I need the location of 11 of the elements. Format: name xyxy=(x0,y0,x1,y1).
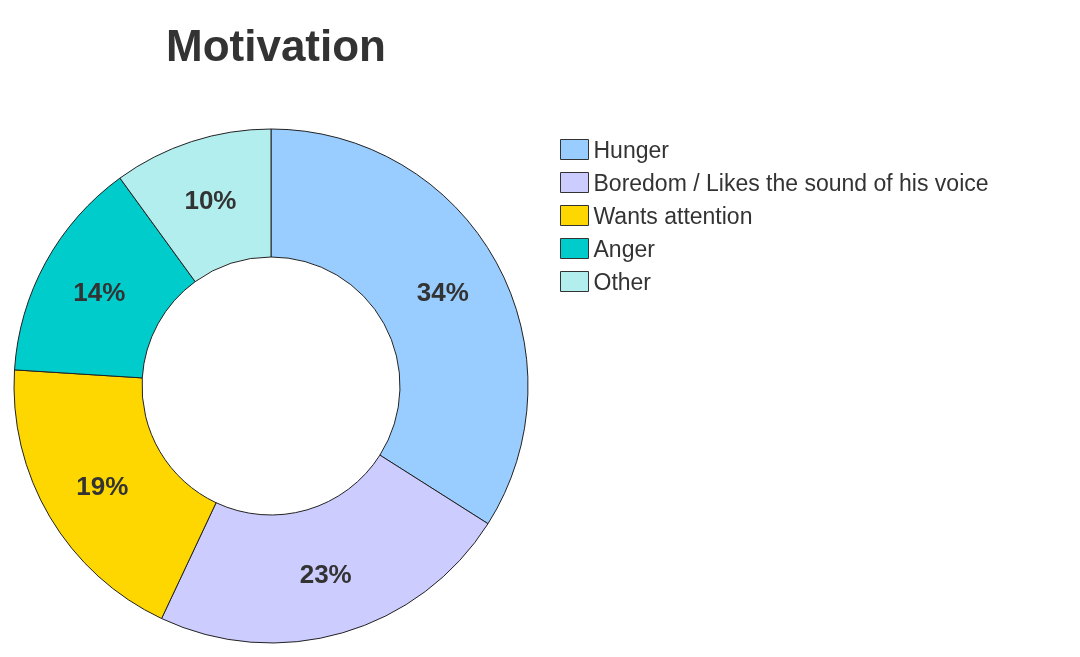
legend-label: Hunger xyxy=(593,136,670,163)
legend-label: Other xyxy=(593,268,652,295)
data-label: 10% xyxy=(184,184,237,215)
chart-title: Motivation xyxy=(166,20,386,70)
data-label: 23% xyxy=(299,559,352,590)
data-label: 34% xyxy=(416,276,469,307)
data-label: 14% xyxy=(73,276,126,307)
legend-label: Wants attention xyxy=(593,202,753,229)
legend-label: Anger xyxy=(593,235,656,262)
legend-label: Boredom / Likes the sound of his voice xyxy=(593,169,989,196)
data-label: 19% xyxy=(76,470,129,501)
